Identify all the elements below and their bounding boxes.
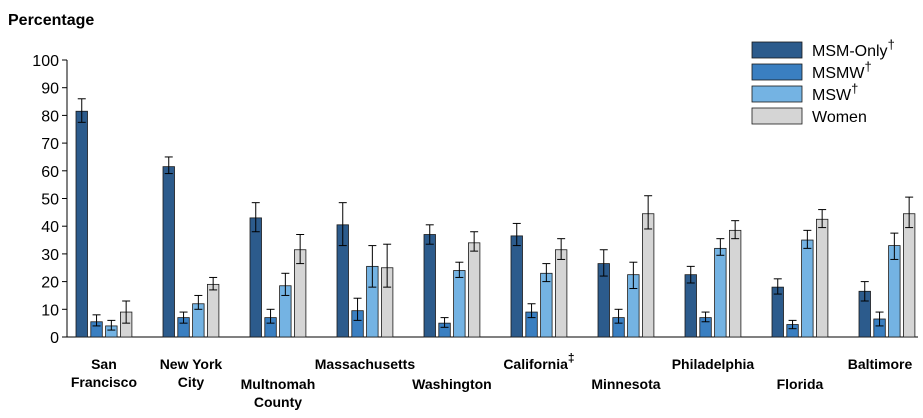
category-label: California‡: [503, 351, 574, 372]
category-label: Minnesota: [591, 376, 660, 392]
category-label: Baltimore: [848, 356, 913, 372]
category-label: San Francisco: [71, 356, 137, 390]
bar-women: [206, 283, 220, 338]
y-axis-title: Percentage: [8, 12, 94, 29]
legend-swatch: [751, 41, 803, 59]
bar-msm-only: [75, 110, 88, 338]
legend: MSM-Only†MSMW†MSW† Women: [751, 37, 895, 126]
bar-msm-only: [249, 217, 262, 338]
bar-women: [555, 249, 568, 338]
legend-label: Women: [812, 109, 867, 126]
y-tick-label: 50: [41, 192, 59, 209]
bar-msm-only: [510, 235, 523, 338]
category-label: Massachusetts: [315, 356, 416, 372]
y-tick-label: 100: [32, 53, 59, 70]
legend-label: MSM-Only†: [812, 37, 895, 60]
y-tick-label: 0: [50, 330, 59, 347]
y-tick-label: 30: [41, 247, 59, 264]
bar-msm-only: [162, 166, 175, 338]
y-tick-label: 90: [41, 81, 59, 98]
legend-swatch: [751, 85, 803, 103]
legend-label: MSMW†: [812, 59, 872, 82]
y-tick-label: 40: [41, 219, 59, 236]
category-label: Washington: [412, 376, 492, 392]
bar-msw: [714, 247, 727, 338]
bar-msw: [453, 270, 466, 338]
y-tick-label: 70: [41, 136, 59, 153]
category-labels: San Francisco New York City Multnomah County M…: [71, 351, 913, 410]
bar-women: [467, 242, 481, 338]
bar-msw: [540, 272, 553, 338]
bar-msw: [801, 239, 814, 338]
bar-women: [642, 213, 655, 338]
y-tick-label: 60: [41, 164, 59, 181]
category-label: New York City: [160, 356, 223, 390]
y-tick-label: 80: [41, 108, 59, 125]
y-axis: 0 10 20 30 40 50 60 70 80 90 100: [32, 53, 918, 347]
bar-women: [816, 218, 829, 338]
bar-msm-only: [684, 274, 697, 338]
category-label: Multnomah County: [241, 376, 316, 410]
bar-women: [729, 229, 742, 338]
y-tick-label: 20: [41, 275, 59, 292]
category-label: Florida: [777, 376, 824, 392]
bar-msm-only: [771, 286, 784, 338]
legend-swatch: [751, 63, 803, 81]
bar-msm-only: [423, 234, 436, 338]
legend-label: MSW†: [812, 81, 858, 104]
y-tick-label: 10: [41, 302, 59, 319]
bars-group: [75, 98, 916, 338]
bar-women: [903, 213, 916, 338]
legend-swatch: [751, 107, 803, 125]
category-label: Philadelphia: [672, 356, 755, 372]
